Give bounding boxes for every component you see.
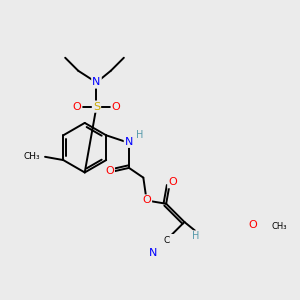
Text: N: N (125, 137, 133, 147)
Text: N: N (149, 248, 157, 258)
Text: O: O (248, 220, 257, 230)
Text: N: N (92, 77, 101, 88)
Text: O: O (105, 166, 114, 176)
Text: O: O (73, 102, 81, 112)
Text: O: O (142, 196, 151, 206)
Text: H: H (136, 130, 144, 140)
Text: O: O (168, 177, 177, 187)
Text: O: O (112, 102, 120, 112)
Text: S: S (93, 102, 100, 112)
Text: C: C (163, 236, 169, 245)
Text: CH₃: CH₃ (23, 152, 40, 161)
Text: CH₃: CH₃ (272, 222, 287, 231)
Text: H: H (193, 231, 200, 241)
